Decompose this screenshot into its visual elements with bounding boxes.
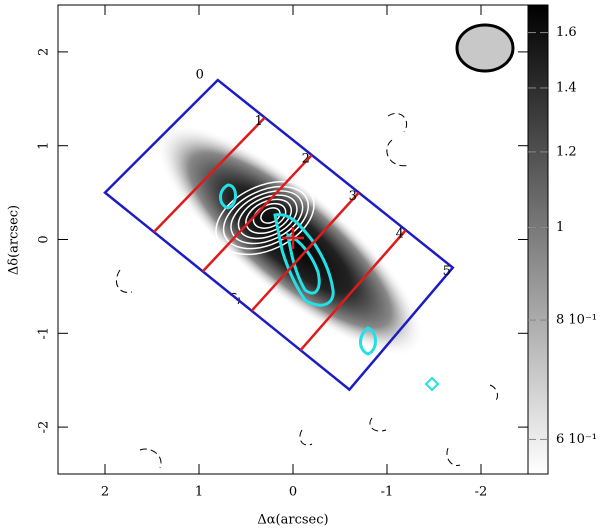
x-tick-label: 1 — [195, 485, 203, 500]
slice-label: 4 — [396, 227, 404, 242]
slice-label: 2 — [302, 152, 310, 167]
x-tick-label: -2 — [475, 485, 488, 500]
y-tick-label: -2 — [37, 421, 52, 434]
y-tick-label: 0 — [37, 235, 52, 243]
slice-divider — [152, 116, 266, 233]
cyan-contours — [219, 183, 440, 392]
y-tick-label: -1 — [37, 327, 52, 340]
y-tick-label: 1 — [37, 142, 52, 150]
centre-cross — [282, 227, 304, 249]
x-axis-label: Δα(arcsec) — [257, 513, 328, 528]
colorbar-tick-label: 6 10⁻¹ — [556, 432, 597, 447]
colorbar — [527, 4, 549, 475]
beam — [455, 23, 515, 73]
colorbar-tick-label: 1 — [556, 220, 564, 235]
slice-divider — [299, 229, 407, 352]
slice-label: 3 — [349, 189, 357, 204]
slice-divider — [250, 191, 360, 312]
slice-label: 1 — [255, 114, 263, 129]
image — [116, 23, 515, 469]
x-tick-label: -1 — [381, 485, 394, 500]
x-tick-label: 0 — [289, 485, 297, 500]
slice-divider — [201, 154, 313, 273]
colorbar-tick-label: 1.2 — [556, 144, 577, 159]
slice-label: 0 — [196, 68, 204, 83]
white-contours — [215, 180, 315, 256]
colorbar-tick-label: 1.4 — [556, 80, 577, 95]
x-tick-label: 2 — [101, 485, 109, 500]
colorbar-tick-label: 8 10⁻¹ — [556, 313, 597, 328]
colorbar-tick-label: 1.6 — [556, 25, 577, 40]
y-tick-label: 2 — [37, 48, 52, 56]
y-axis-label: Δδ(arcsec) — [7, 205, 22, 275]
slice-label: 5 — [443, 264, 451, 279]
slit-region — [103, 78, 455, 392]
